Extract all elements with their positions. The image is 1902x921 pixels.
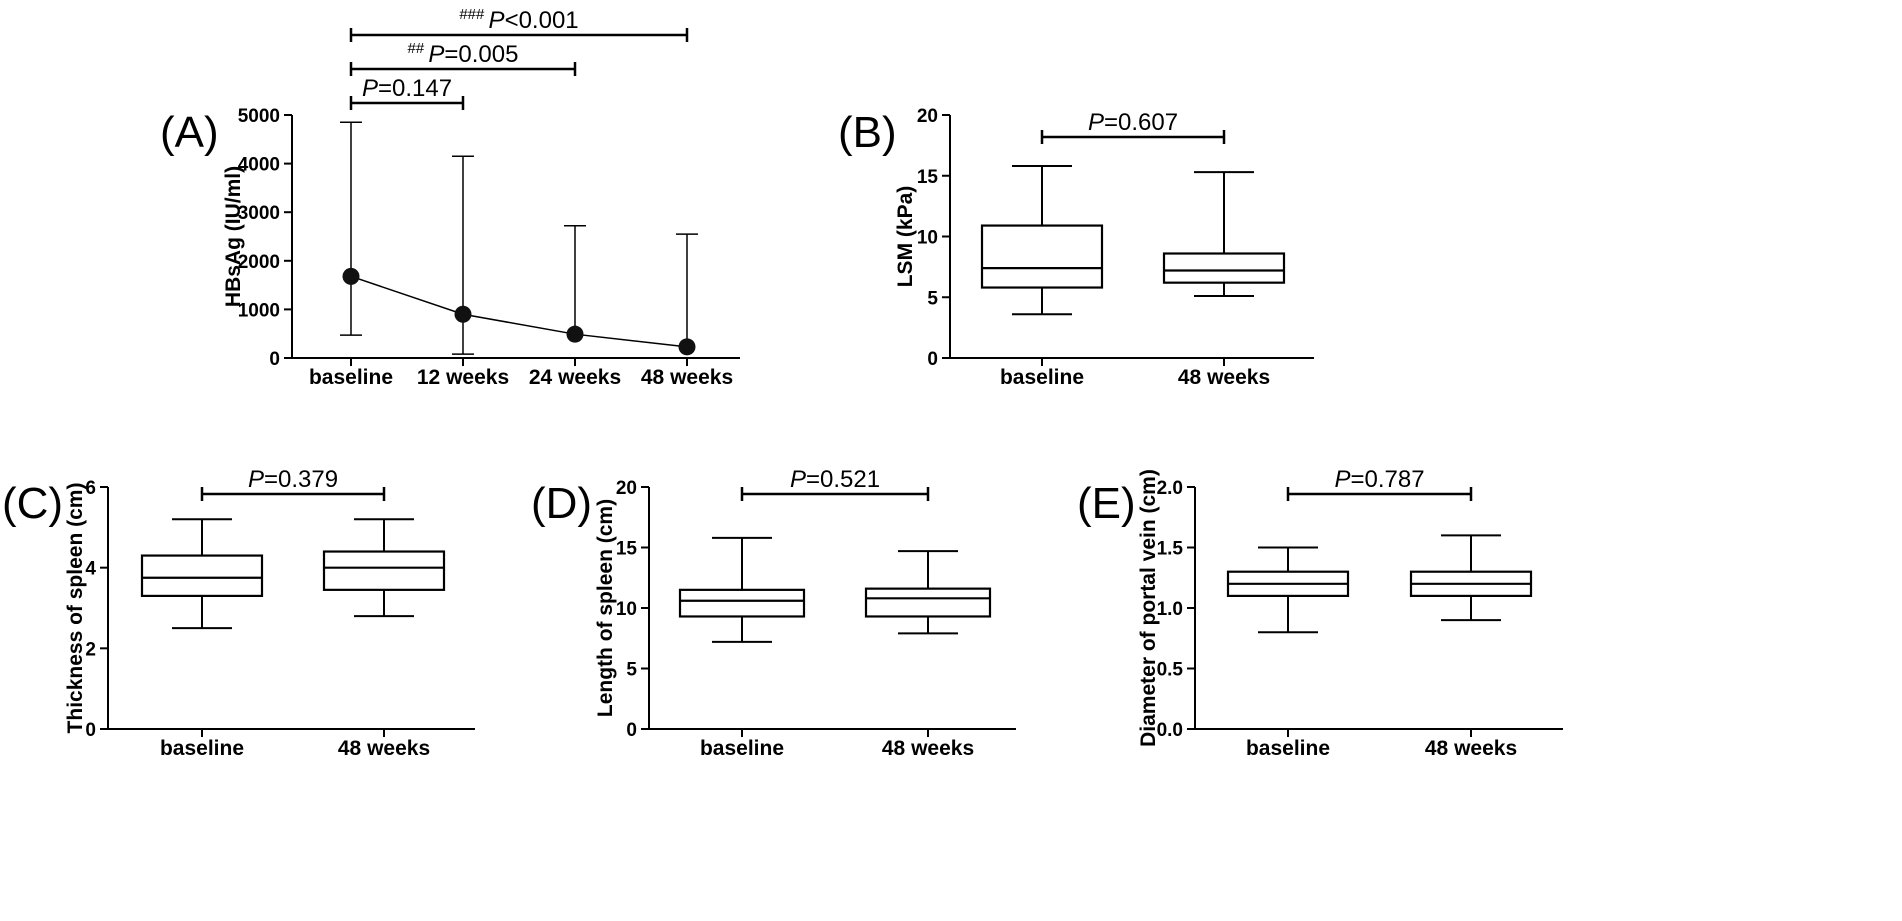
box-0 [980, 165, 1104, 316]
p-value-text: =0.607 [1104, 109, 1178, 136]
panel-d: (D) 0 5 10 15 20 baseline 48 weeks Length of spl… [531, 466, 1016, 760]
box-1 [1162, 171, 1286, 298]
y-tick-label: 0 [85, 720, 96, 741]
series-line [350, 275, 688, 348]
y-tick-label: 5000 [238, 106, 280, 127]
x-tick-label: 48 weeks [1178, 366, 1270, 389]
data-point [454, 305, 472, 323]
y-tick-label: 0.5 [1157, 660, 1184, 681]
y-tick-label: 5 [927, 288, 938, 309]
y-tick-label: 1.0 [1157, 599, 1183, 620]
p-symbol: P [1334, 466, 1350, 493]
panel-b: (B) 0 5 10 15 20 baseline 48 weeks LSM (kPa) P=0.… [838, 106, 1314, 389]
y-tick-label: 2.0 [1157, 478, 1183, 499]
y-tick-label: 3000 [238, 203, 280, 224]
x-tick-label: baseline [160, 737, 244, 760]
x-tick-label: 48 weeks [1425, 737, 1517, 760]
p-value-label: P=0.521 [790, 466, 880, 493]
p-value-text: =0.379 [264, 466, 338, 493]
y-axis-title: Length of spleen (cm) [594, 499, 617, 717]
iqr-box [140, 554, 264, 597]
p-value-label: P=0.787 [1334, 466, 1424, 493]
y-tick-label: 0 [927, 349, 938, 370]
y-tick-label: 0 [626, 720, 637, 741]
p-value-text: =0.147 [378, 75, 452, 102]
data-point [566, 325, 584, 343]
significance-marker: ### [459, 6, 488, 23]
y-tick-label: 20 [616, 478, 637, 499]
p-symbol: P [489, 7, 505, 34]
p-value-text: =0.787 [1350, 466, 1424, 493]
p-symbol: P [248, 466, 264, 493]
y-tick-label: 15 [616, 539, 638, 560]
x-tick-label: 12 weeks [417, 366, 509, 389]
y-tick-label: 4 [85, 559, 96, 580]
data-point [342, 267, 360, 285]
box-0 [140, 518, 264, 630]
y-tick-label: 1000 [238, 300, 280, 321]
p-value-label: P=0.607 [1088, 109, 1178, 136]
p-value-text: <0.001 [505, 7, 579, 34]
box-1 [322, 518, 446, 618]
y-tick-label: 6 [85, 478, 96, 499]
iqr-box [1162, 252, 1286, 284]
x-tick-label: 48 weeks [338, 737, 430, 760]
panel-e: (E) 0.0 0.5 1.0 1.5 2.0 baseline 48 weeks Diamet… [1077, 466, 1563, 760]
iqr-box [322, 550, 446, 591]
p-symbol: P [428, 41, 444, 68]
y-tick-label: 0 [269, 349, 280, 370]
panel-c: (C) 0 2 4 6 baseline 48 weeks Thickness of sple… [2, 466, 475, 760]
y-tick-label: 5 [626, 660, 637, 681]
p-value-label: P=0.379 [248, 466, 338, 493]
y-tick-label: 2000 [238, 252, 280, 273]
y-tick-label: 0.0 [1157, 720, 1183, 741]
y-tick-label: 10 [917, 228, 938, 249]
y-tick-label: 4000 [238, 155, 280, 176]
y-axis-title: LSM (kPa) [894, 186, 917, 288]
y-tick-label: 1.5 [1157, 539, 1184, 560]
panel-label: (E) [1077, 479, 1136, 528]
panel-a: (A) 0 1000 2000 3000 4000 5000 baseline 12 weeks… [160, 6, 740, 389]
p-symbol: P [362, 75, 378, 102]
x-tick-label: 48 weeks [641, 366, 733, 389]
y-axis-title: HBsAg (IU/ml) [222, 166, 245, 307]
box-1 [1409, 534, 1533, 622]
significance-marker: ## [408, 40, 429, 57]
panel-label: (B) [838, 108, 897, 157]
box-0 [678, 536, 806, 643]
panel-label: (D) [531, 479, 592, 528]
y-tick-label: 20 [917, 106, 938, 127]
p-value-label: ## P=0.005 [408, 40, 519, 68]
p-value-label: P=0.147 [362, 75, 452, 102]
p-value-text: =0.521 [806, 466, 880, 493]
iqr-box [980, 224, 1104, 289]
y-tick-label: 10 [616, 599, 637, 620]
box-0 [1226, 546, 1350, 634]
y-axis-title: Thickness of spleen (cm) [64, 483, 87, 734]
x-tick-label: 24 weeks [529, 366, 621, 389]
x-tick-label: baseline [309, 366, 393, 389]
y-axis-title: Diameter of portal vein (cm) [1137, 469, 1160, 747]
iqr-box [678, 588, 806, 618]
iqr-box [864, 587, 992, 618]
panel-label: (C) [2, 479, 63, 528]
y-tick-label: 2 [85, 639, 96, 660]
x-tick-label: baseline [1000, 366, 1084, 389]
p-symbol: P [1088, 109, 1104, 136]
panel-label: (A) [160, 108, 219, 157]
x-tick-label: baseline [1246, 737, 1330, 760]
p-symbol: P [790, 466, 806, 493]
box-1 [864, 550, 992, 635]
data-point [678, 338, 696, 356]
p-value-text: =0.005 [444, 41, 518, 68]
x-tick-label: 48 weeks [882, 737, 974, 760]
y-tick-label: 15 [917, 167, 939, 188]
p-value-label: ### P<0.001 [459, 6, 578, 34]
x-tick-label: baseline [700, 737, 784, 760]
